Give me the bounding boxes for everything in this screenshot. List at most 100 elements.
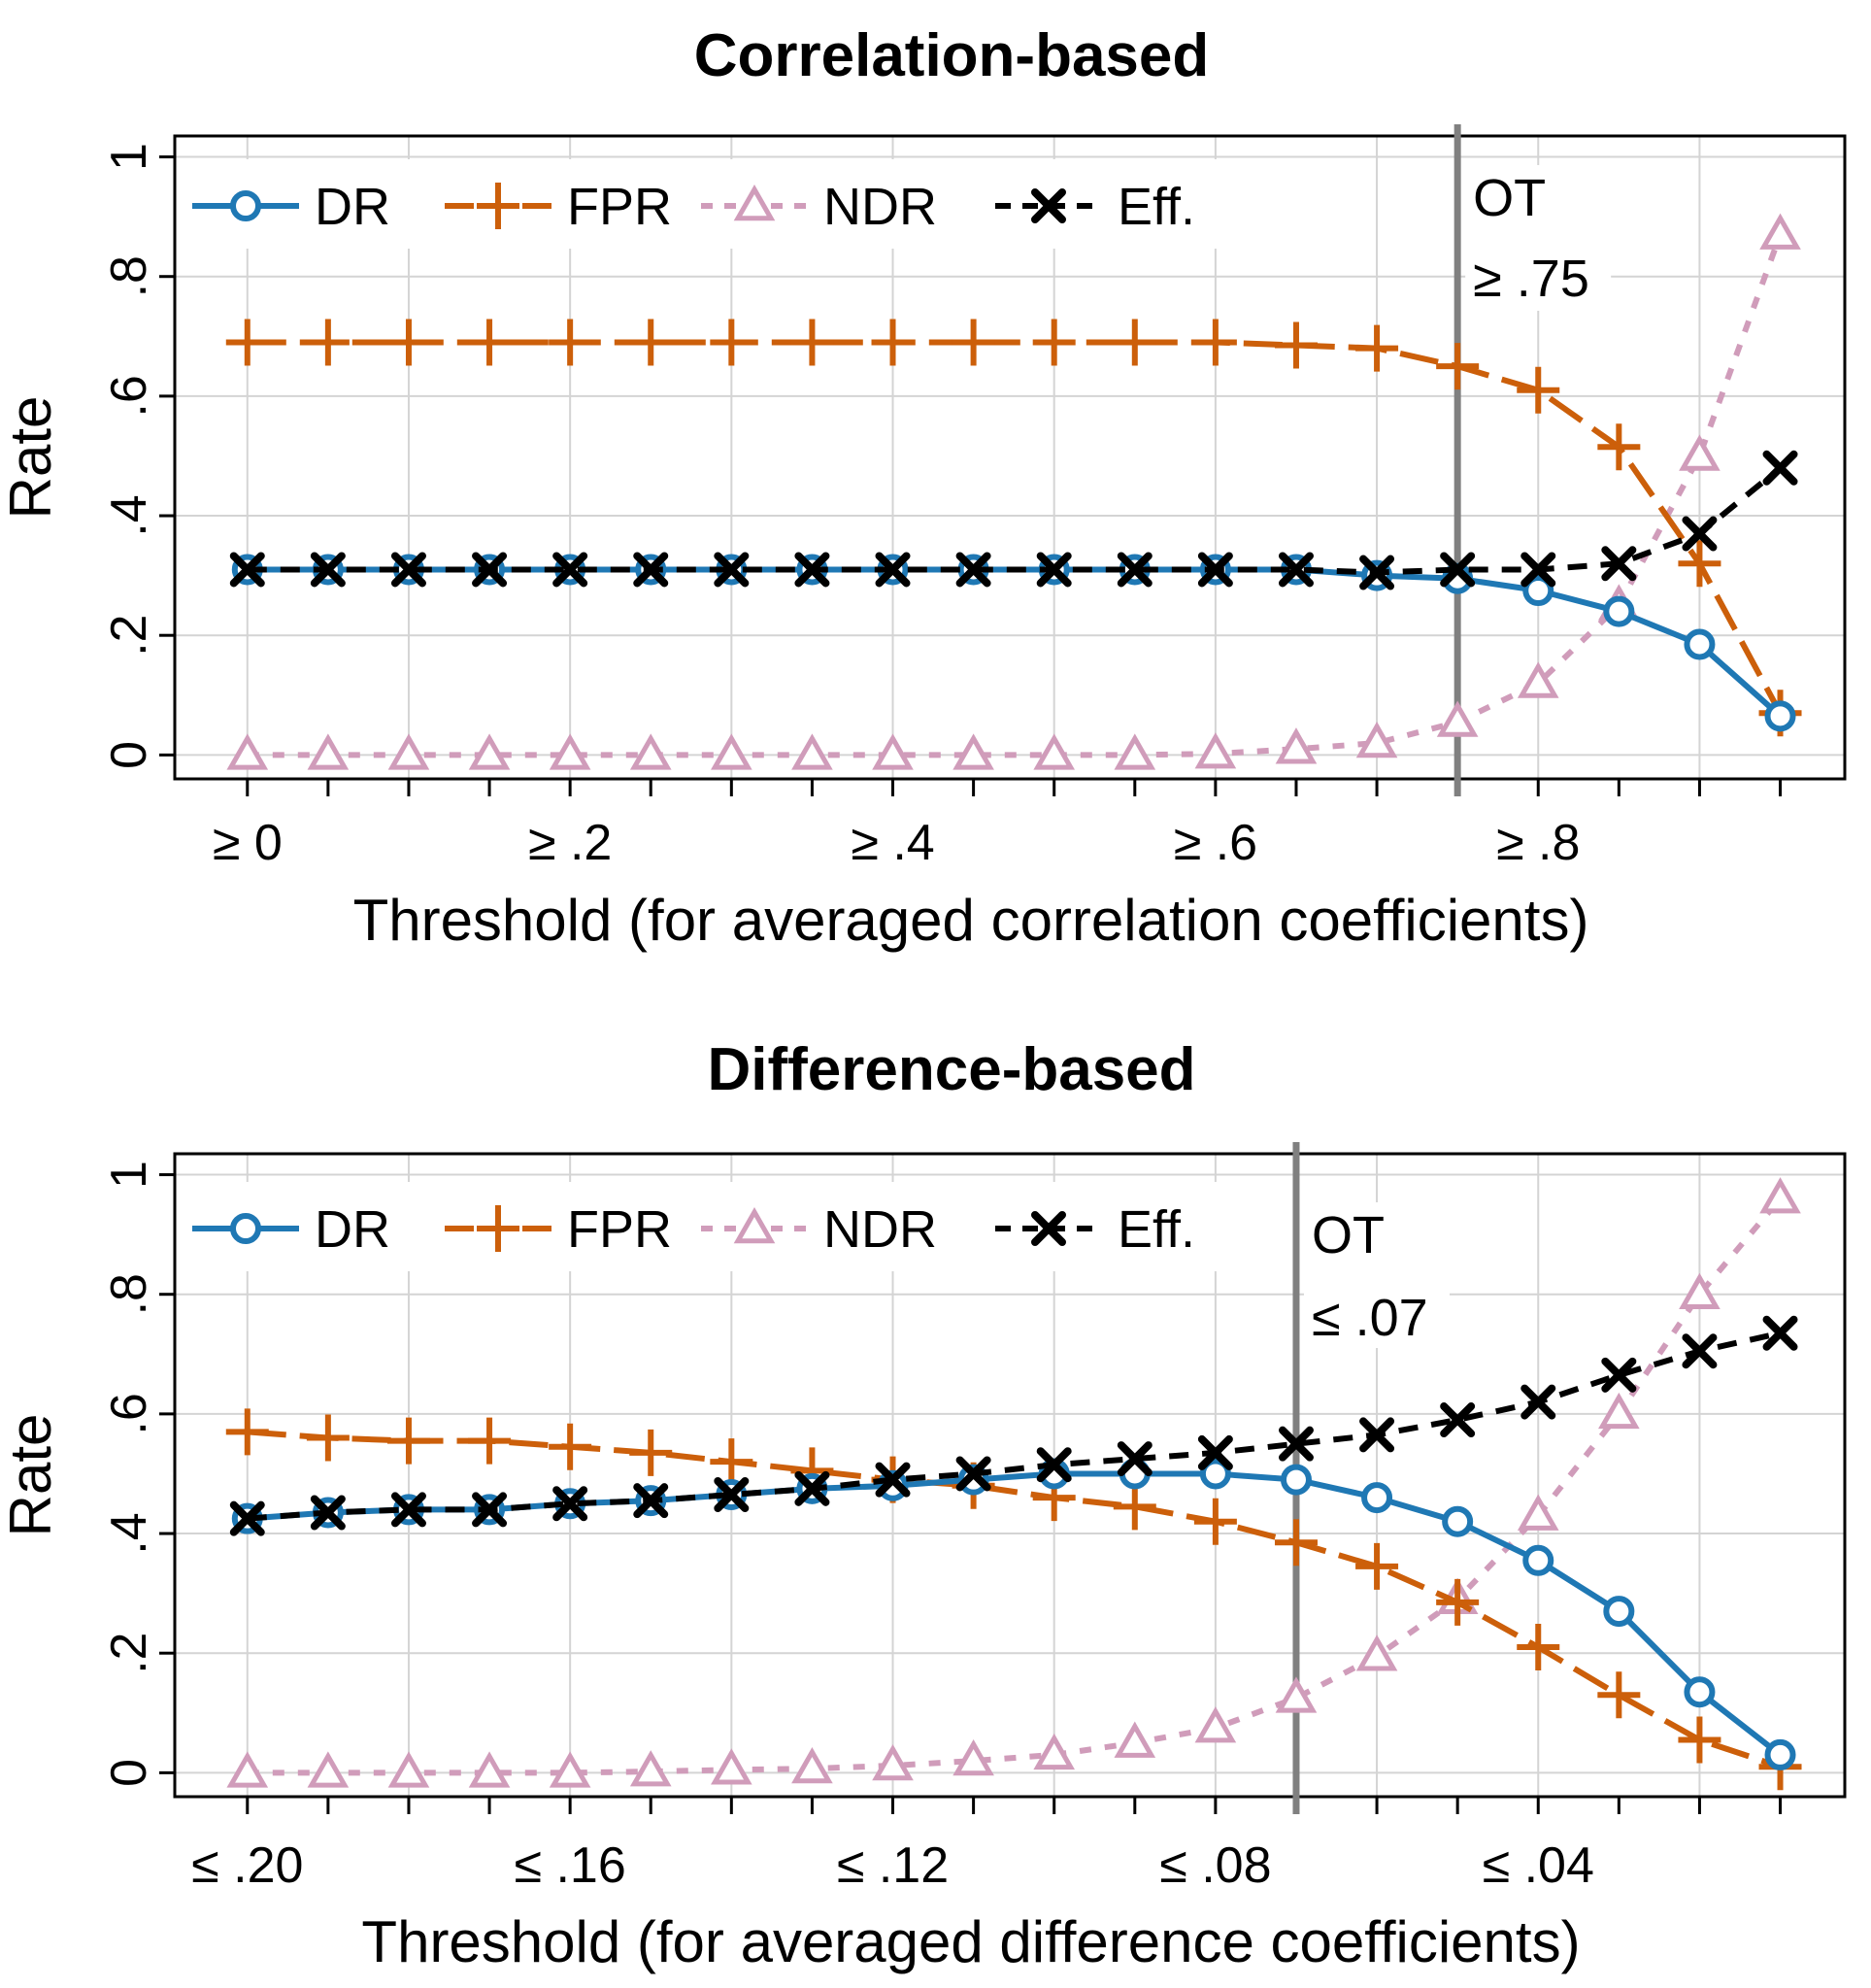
eff-point: [1601, 1357, 1637, 1393]
eff-point: [1682, 1333, 1718, 1369]
legend-marker: [230, 1213, 261, 1244]
legend-marker: [230, 190, 261, 221]
eff-point: [310, 1495, 346, 1531]
fpr-point: [1193, 1498, 1237, 1545]
eff-point: [875, 1462, 911, 1498]
fpr-point: [1517, 366, 1560, 414]
chart-panel-1: Correlation-based 0 .2 .4 .6 .8 1 ≥ 0 ≥ .2 ≥ .4 ≥ …: [0, 22, 1847, 953]
chart-panel-2: Difference-based 0 .2 .4 .6 .8 1 ≤ .20 ≤ .16 ≤ .1…: [0, 1036, 1847, 1974]
eff-line: [247, 465, 1783, 576]
plot-area-frame: [173, 1152, 1847, 1799]
eff-point: [1440, 1402, 1476, 1438]
fpr-point: [629, 319, 673, 366]
eff-point: [1117, 1441, 1153, 1477]
x-axis-label: Threshold (for averaged difference coeff…: [361, 1909, 1580, 1974]
eff-point: [955, 552, 991, 588]
ndr-point: [1355, 1634, 1398, 1671]
fpr-point: [1436, 1578, 1480, 1626]
ndr-point: [1033, 733, 1076, 770]
y-tick-label: .8: [101, 255, 157, 297]
eff-point: [1359, 1417, 1395, 1453]
legend-label: Eff.: [1118, 178, 1195, 236]
fpr-point: [1436, 343, 1480, 390]
legend-item-eff: Eff.: [995, 178, 1195, 236]
legend-label: NDR: [823, 1200, 937, 1259]
fpr-point: [710, 319, 753, 366]
legend-label: FPR: [567, 178, 672, 236]
y-tick-label: .6: [101, 375, 157, 417]
y-tick-label: 0: [101, 1759, 157, 1787]
fpr-point: [1355, 324, 1399, 372]
eff-point: [1117, 552, 1153, 588]
ndr-point: [629, 733, 672, 770]
eff-point: [1278, 552, 1314, 588]
ot-label-background: [1303, 1202, 1450, 1348]
eff-point: [229, 552, 265, 588]
eff-point: [1359, 555, 1395, 590]
fpr-point: [468, 319, 512, 366]
ndr-point: [711, 733, 752, 770]
eff-point: [229, 1500, 265, 1536]
y-tick-label: .8: [101, 1273, 157, 1315]
series-eff: [229, 450, 1798, 590]
eff-point: [1762, 450, 1798, 486]
eff-line: [247, 1330, 1782, 1522]
eff-point: [794, 1470, 830, 1506]
fpr-point: [1678, 540, 1721, 588]
x-tick-label: ≤ .04: [1483, 1837, 1594, 1894]
ndr-point: [307, 1751, 350, 1788]
ndr-point: [1517, 661, 1559, 698]
eff-point: [1520, 1384, 1556, 1420]
fpr-point: [1597, 423, 1641, 471]
x-tick-label: ≤ .16: [515, 1837, 626, 1894]
ndr-point: [791, 733, 833, 770]
x-tick-label: ≥ .6: [1174, 815, 1257, 871]
fpr-point: [1678, 1716, 1721, 1764]
dr-point: [1603, 1596, 1635, 1628]
fpr-point: [871, 319, 915, 366]
ndr-point: [952, 733, 994, 770]
eff-point: [794, 552, 830, 588]
dr-point: [1522, 575, 1554, 607]
y-axis-label: Rate: [0, 1414, 63, 1537]
legend-item-eff: Eff.: [995, 1200, 1195, 1259]
dr-point: [1199, 1458, 1231, 1490]
fpr-point: [468, 1417, 512, 1465]
eff-point: [633, 1483, 669, 1519]
fpr-point: [386, 319, 430, 366]
dr-point: [1684, 628, 1716, 660]
y-axis-label: Rate: [0, 396, 63, 520]
ndr-point: [1275, 727, 1318, 764]
eff-point: [390, 1492, 426, 1528]
ndr-point: [468, 1751, 511, 1788]
legend-label: Eff.: [1118, 1200, 1195, 1259]
fpr-point: [306, 1414, 350, 1462]
dr-point: [1764, 1738, 1796, 1770]
fpr-point: [1355, 1542, 1399, 1590]
eff-point: [714, 552, 750, 588]
legend-marker: [477, 1205, 519, 1252]
ndr-point: [1436, 700, 1479, 737]
eff-point: [1762, 1315, 1798, 1351]
fpr-point: [1113, 319, 1156, 366]
dr-point: [1442, 1505, 1474, 1537]
y-tick-label: 1: [101, 143, 157, 171]
ndr-point: [1114, 733, 1156, 770]
eff-point: [1682, 516, 1718, 552]
eff-point: [472, 1492, 508, 1528]
fpr-point: [1517, 1624, 1560, 1671]
legend-marker: [733, 184, 776, 221]
fpr-point: [952, 319, 995, 366]
x-tick-label: ≤ .20: [191, 1837, 303, 1894]
y-tick-label: .6: [101, 1393, 157, 1434]
dr-point: [1522, 1544, 1554, 1576]
eff-point: [1520, 552, 1556, 588]
ndr-point: [1114, 1721, 1156, 1758]
fpr-point: [306, 319, 350, 366]
dr-point: [1684, 1676, 1716, 1708]
eff-point: [310, 552, 346, 588]
eff-point: [1601, 546, 1637, 582]
x-tick-label: ≥ 0: [213, 815, 283, 871]
plot-area-frame: [173, 134, 1847, 781]
x-tick-label: ≤ .12: [837, 1837, 949, 1894]
